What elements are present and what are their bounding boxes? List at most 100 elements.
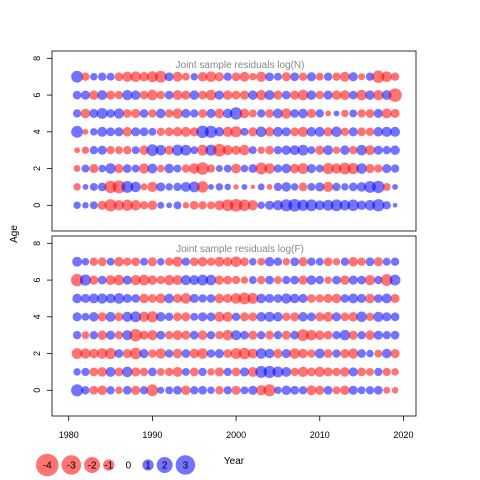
residual-bubble: [173, 164, 182, 173]
residual-bubble: [282, 275, 291, 285]
residual-bubble: [290, 385, 300, 395]
residual-bubble: [139, 127, 149, 137]
residual-bubble: [290, 90, 300, 100]
residual-bubble: [256, 71, 267, 82]
y-tick-label: 4: [32, 314, 42, 319]
residual-bubble: [273, 90, 283, 100]
residual-bubble: [264, 311, 275, 322]
residual-bubble: [374, 367, 383, 377]
legend-title: Year: [224, 456, 245, 467]
residual-bubble: [148, 127, 157, 136]
residual-bubble: [340, 312, 350, 322]
residual-bubble: [298, 182, 308, 192]
residual-bubble: [340, 257, 350, 266]
legend-label: 0: [126, 461, 132, 472]
residual-bubble: [171, 144, 184, 156]
residual-bubble: [197, 256, 208, 267]
residual-bubble: [332, 386, 341, 395]
residual-bubble: [364, 274, 376, 286]
residual-bubble: [332, 182, 341, 192]
residual-bubble: [390, 145, 400, 155]
residual-bubble: [122, 109, 132, 118]
residual-bubble: [331, 163, 342, 174]
residual-bubble: [306, 275, 317, 285]
residual-bubble: [105, 293, 116, 304]
residual-bubble: [114, 256, 124, 267]
residual-bubble: [214, 293, 225, 304]
residual-bubble: [97, 367, 107, 377]
residual-bubble: [164, 312, 174, 321]
residual-bubble: [197, 144, 209, 156]
residual-bubble: [264, 348, 275, 359]
residual-bubble: [264, 90, 275, 101]
residual-bubble: [215, 331, 224, 340]
residual-bubble: [131, 146, 140, 155]
residual-bubble: [146, 144, 159, 157]
residual-bubble: [156, 330, 166, 340]
residual-bubble: [239, 90, 250, 100]
residual-bubble: [214, 275, 224, 285]
residual-bubble: [79, 274, 92, 286]
residual-bubble: [374, 349, 383, 358]
residual-bubble: [290, 183, 299, 191]
residual-bubble: [122, 89, 133, 101]
residual-bubble: [89, 275, 99, 285]
residual-bubble: [97, 90, 108, 101]
residual-bubble: [272, 200, 284, 211]
residual-bubble: [189, 275, 200, 286]
residual-bubble: [391, 387, 399, 394]
y-tick-label: 2: [32, 166, 42, 171]
residual-bubble: [340, 385, 350, 396]
residual-bubble: [148, 109, 157, 118]
residual-bubble: [82, 202, 89, 209]
residual-bubble: [373, 89, 384, 101]
residual-bubble: [373, 127, 384, 137]
residual-bubble: [357, 127, 366, 137]
residual-bubble: [391, 368, 399, 376]
residual-bubble: [81, 367, 90, 377]
residual-bubble: [290, 127, 300, 137]
residual-bubble: [256, 385, 267, 396]
residual-bubble: [205, 89, 217, 101]
y-tick-label: 0: [32, 388, 42, 393]
residual-bubble: [71, 125, 84, 138]
residual-bubble: [381, 71, 393, 83]
residual-bubble: [315, 294, 324, 303]
residual-bubble: [129, 347, 142, 360]
residual-bubble: [214, 72, 224, 82]
residual-bubble: [155, 348, 166, 359]
residual-bubble: [121, 199, 133, 211]
residual-bubble: [255, 366, 268, 378]
residual-bubble: [229, 198, 243, 212]
residual-bubble: [257, 201, 265, 210]
residual-bubble: [164, 127, 174, 137]
panel-bottom-title: Joint sample residuals log(F): [176, 244, 304, 255]
residual-bubble: [164, 72, 174, 82]
residual-bubble: [130, 199, 141, 211]
residual-bubble: [223, 257, 233, 267]
residual-bubble: [373, 145, 383, 155]
residual-bubble: [298, 293, 308, 304]
residual-bubble: [365, 312, 375, 321]
residual-bubble: [272, 366, 284, 378]
residual-bubble: [325, 110, 332, 117]
residual-bubble: [348, 182, 358, 192]
residual-bubble: [157, 201, 165, 209]
residual-bubble: [347, 162, 359, 175]
residual-bubble: [255, 126, 267, 138]
residual-bubble: [71, 70, 84, 83]
residual-bubble: [323, 330, 333, 340]
residual-bubble: [306, 329, 317, 341]
residual-bubble: [71, 384, 84, 397]
residual-bubble: [140, 183, 148, 191]
residual-bubble: [382, 146, 391, 155]
residual-bubble: [323, 72, 333, 81]
residual-bubble: [366, 349, 374, 358]
residual-bubble: [189, 257, 199, 267]
residual-bubble: [248, 90, 258, 100]
residual-bubble: [348, 385, 358, 395]
residual-bubble: [205, 274, 217, 286]
y-tick-label: 2: [32, 351, 42, 356]
residual-bubble: [104, 199, 117, 212]
residual-bubble: [231, 163, 242, 174]
